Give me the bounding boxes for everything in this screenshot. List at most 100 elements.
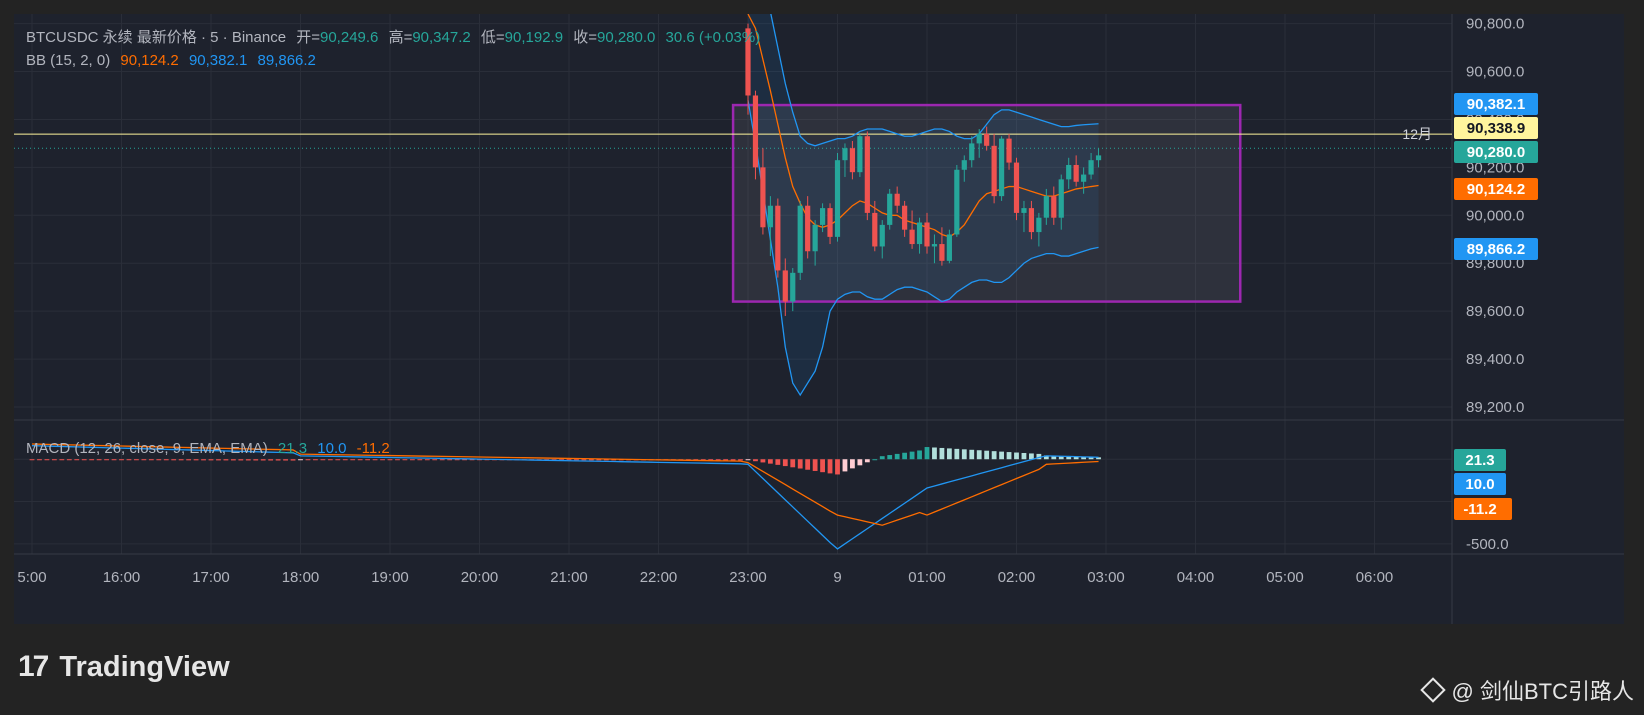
candle-body[interactable] [1028,208,1035,233]
chart-canvas[interactable]: 12月90,800.090,600.090,400.090,200.090,00… [14,14,1624,624]
candle-body[interactable] [872,212,878,247]
low-number: 90,192.9 [504,29,564,46]
macd-histogram-bar [917,450,922,460]
price-badge [1454,141,1538,163]
price-badge [1454,93,1538,115]
candle-body[interactable] [805,205,811,252]
candle-body[interactable] [1088,160,1094,175]
macd-histogram-bar [253,459,259,461]
macd-histogram-bar [596,459,602,461]
bb-basis-value: 90,124.2 [120,52,179,69]
candle-body[interactable] [790,272,796,302]
macd-histogram-bar [1081,456,1087,460]
macd-histogram-bar [275,459,281,461]
candle-body[interactable] [916,222,923,245]
macd-histogram-bar [857,459,863,466]
candle-body[interactable] [879,224,885,247]
candle-body[interactable] [969,143,975,161]
candle-body[interactable] [1081,174,1087,182]
macd-histogram-bar [37,459,42,461]
time-tick-label: 9 [833,569,841,586]
candle-body[interactable] [1036,217,1042,233]
candle-body[interactable] [1058,179,1064,218]
candle-body[interactable] [745,28,751,96]
candle-body[interactable] [902,205,908,230]
macd-histogram-bar [186,459,192,461]
candle-body[interactable] [834,160,841,237]
macd-histogram-bar [238,459,244,461]
macd-histogram-bar [797,459,803,469]
candle-body[interactable] [760,167,766,228]
candle-body[interactable] [909,229,915,245]
macd-histogram-bar [327,459,333,461]
macd-histogram-bar [201,459,206,461]
macd-histogram-bar [409,459,415,461]
high-number: 90,347.2 [412,29,471,46]
bb-label: BB (15, 2, 0) [26,52,111,69]
macd-histogram-bar [432,459,438,461]
candle-body[interactable] [752,95,759,168]
candle-body[interactable] [954,169,960,235]
macd-histogram-bar [81,459,87,461]
candle-body[interactable] [946,234,952,261]
macd-histogram-bar [283,459,288,461]
candle-body[interactable] [1013,162,1020,213]
time-tick-label: 19:00 [371,569,409,586]
macd-histogram-bar [365,459,371,461]
candle-body[interactable] [894,193,900,206]
candle-body[interactable] [998,138,1005,197]
candle-body[interactable] [931,244,938,247]
chart-pane[interactable]: 12月90,800.090,600.090,400.090,200.090,00… [14,14,1624,624]
symbol-legend: BTCUSDC 永续 最新价格 · 5 · Binance 开=90,249.6… [26,26,766,47]
candle-body[interactable] [812,224,818,252]
candle-body[interactable] [842,148,848,161]
tradingview-logo: 17 TradingView [18,650,230,684]
macd-histogram-bar [969,449,975,460]
macd-histogram-bar [245,459,251,461]
candle-body[interactable] [924,222,930,247]
price-badge-label: 89,866.2 [1467,241,1525,258]
time-tick-label: 18:00 [282,569,320,586]
time-tick-label: 5:00 [17,569,46,586]
candle-body[interactable] [775,205,781,271]
candle-body[interactable] [1073,164,1079,182]
candle-body[interactable] [864,136,870,213]
time-tick-label: 03:00 [1087,569,1125,586]
candle-body[interactable] [939,244,945,261]
candle-body[interactable] [1095,155,1102,161]
candle-body[interactable] [797,205,803,273]
price-tick-label: 90,000.0 [1466,207,1524,224]
macd-histogram-bar [104,459,109,461]
close-label: 收= [573,29,597,46]
macd-histogram-bar [812,459,818,471]
candle-body[interactable] [984,133,990,146]
candle-body[interactable] [782,270,788,302]
macd-histogram-bar [66,459,72,461]
time-tick-label: 06:00 [1356,569,1394,586]
macd-histogram-bar [141,459,147,461]
macd-histogram-bar [350,459,356,461]
macd-histogram-bar [357,459,363,461]
candle-body[interactable] [961,160,967,170]
candle-body[interactable] [1043,196,1049,218]
candle-body[interactable] [819,208,826,225]
candle-body[interactable] [827,208,833,237]
candle-body[interactable] [887,193,893,225]
macd-signal-value: -11.2 [356,440,390,457]
candle-body[interactable] [991,145,997,197]
candle-body[interactable] [976,133,982,144]
watermark-text: @ 剑仙BTC引路人 [1451,679,1634,704]
candle-body[interactable] [767,205,773,228]
macd-histogram-bar [313,459,318,461]
macd-histogram-bar [760,459,766,463]
candle-body[interactable] [1066,164,1072,180]
macd-histogram-bar [51,459,57,461]
time-tick-label: 01:00 [908,569,946,586]
candle-body[interactable] [857,136,863,173]
candle-body[interactable] [1006,138,1012,163]
candle-body[interactable] [1021,208,1027,213]
macd-histogram-bar [842,459,848,472]
candle-body[interactable] [849,148,856,173]
candle-body[interactable] [1051,196,1057,218]
macd-histogram-bar [782,459,788,467]
